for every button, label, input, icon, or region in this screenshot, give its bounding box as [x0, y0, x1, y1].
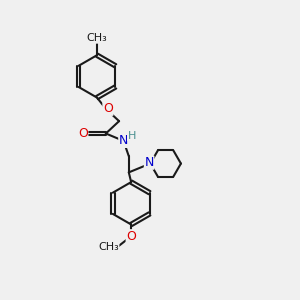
- Text: O: O: [103, 102, 113, 115]
- Text: O: O: [126, 230, 136, 243]
- Text: N: N: [144, 156, 154, 169]
- Text: CH₃: CH₃: [87, 33, 107, 43]
- Text: N: N: [119, 134, 128, 147]
- Text: O: O: [78, 127, 88, 140]
- Text: CH₃: CH₃: [98, 242, 119, 252]
- Text: H: H: [128, 130, 136, 141]
